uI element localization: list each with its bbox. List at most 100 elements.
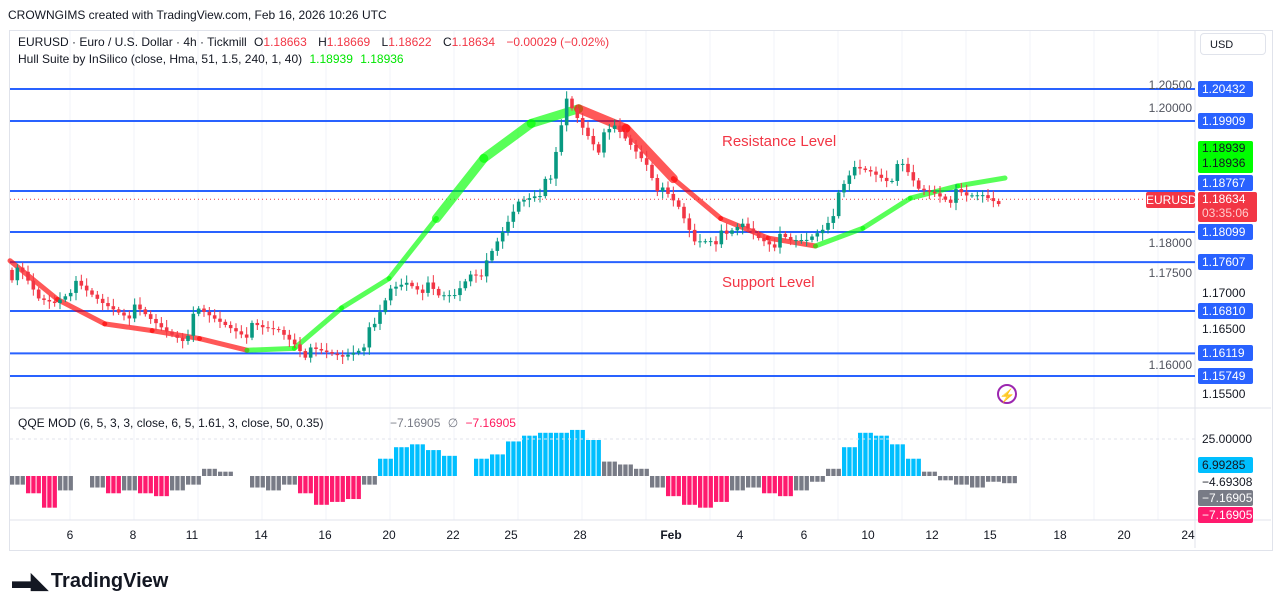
- qqe-bar: [122, 476, 127, 491]
- open-value: 1.18663: [263, 35, 307, 49]
- candle-body: [212, 315, 217, 319]
- hull-badge-value-2: 1.18936: [1202, 156, 1246, 170]
- qqe-bar: [42, 476, 47, 508]
- candle-body: [596, 144, 601, 153]
- candle-body: [84, 285, 89, 291]
- hull-segment: [244, 345, 297, 353]
- candle-body: [79, 280, 84, 286]
- candle-body: [836, 192, 841, 217]
- support-label: Support Level: [722, 274, 815, 291]
- symbol-legend[interactable]: EURUSD · Euro / U.S. Dollar · 4h · Tickm…: [18, 35, 613, 49]
- qqe-bar: [15, 476, 20, 485]
- qqe-bar: [495, 454, 500, 476]
- candle-body: [394, 286, 398, 289]
- candle-body: [714, 241, 718, 245]
- hull-legend[interactable]: Hull Suite by InSilico (close, Hma, 51, …: [18, 52, 408, 66]
- candle-body: [383, 300, 388, 313]
- candle-body: [644, 158, 649, 165]
- candle-body: [282, 329, 286, 335]
- candle-body: [772, 244, 777, 248]
- qqe-bar: [847, 447, 852, 476]
- price-axis-tick: 1.17500: [1148, 266, 1192, 280]
- qqe-bar: [868, 432, 873, 476]
- candle-body: [879, 174, 884, 178]
- level-price-badge: 1.19909: [1198, 113, 1253, 130]
- qqe-bar: [164, 476, 169, 497]
- qqe-bar: [522, 435, 527, 476]
- candle-body: [287, 334, 292, 340]
- qqe-bar: [228, 471, 233, 476]
- qqe-bar: [266, 476, 271, 491]
- candle-body: [602, 132, 606, 153]
- qqe-bar: [751, 476, 756, 488]
- qqe-bar: [911, 458, 916, 476]
- time-axis-tick: 11: [185, 528, 199, 542]
- qqe-legend[interactable]: QQE MOD (6, 5, 3, 3, close, 6, 5, 1.61, …: [18, 416, 327, 430]
- candle-body: [724, 230, 729, 234]
- qqe-bar: [740, 476, 745, 491]
- candle-body: [623, 132, 628, 139]
- qqe-bar: [292, 476, 297, 485]
- candle-body: [618, 125, 622, 133]
- open-label: O: [254, 35, 264, 49]
- qqe-bar: [170, 476, 175, 491]
- candle-body: [532, 196, 537, 199]
- qqe-bar: [970, 476, 975, 488]
- qqe-bar: [612, 461, 617, 476]
- candle-body: [511, 211, 516, 222]
- time-axis-tick: 4: [736, 528, 744, 542]
- lightning-alert-icon[interactable]: ⚡: [997, 384, 1017, 404]
- candle-body: [266, 327, 270, 329]
- time-axis-tick: 10: [861, 528, 875, 542]
- qqe-bar: [836, 468, 841, 476]
- qqe-bar: [687, 476, 692, 505]
- candle-body: [463, 281, 468, 289]
- level-price-badge: 1.16810: [1198, 302, 1253, 319]
- qqe-bar: [100, 476, 105, 488]
- qqe-bar: [735, 476, 740, 491]
- candle-body: [916, 180, 921, 189]
- candle-body: [708, 241, 713, 243]
- candle-body: [740, 223, 745, 228]
- qqe-bar: [474, 458, 479, 476]
- qqe-bar: [756, 476, 761, 488]
- qqe-bar: [1002, 476, 1007, 484]
- qqe-bar: [223, 471, 228, 476]
- candle-body: [863, 168, 868, 171]
- qqe-bar: [159, 476, 164, 497]
- qqe-bar: [330, 476, 335, 502]
- candle-body: [324, 350, 329, 353]
- qqe-bar: [271, 476, 276, 491]
- candle-body: [778, 233, 782, 248]
- qqe-bar: [927, 471, 932, 476]
- qqe-bar: [52, 476, 57, 508]
- candle-body: [906, 163, 910, 173]
- candle-body: [47, 299, 52, 302]
- qqe-bar: [591, 440, 596, 476]
- candle-body: [506, 221, 510, 232]
- currency-button[interactable]: USD: [1200, 33, 1266, 55]
- candle-body: [954, 189, 958, 203]
- candle-body: [442, 295, 446, 297]
- candle-body: [452, 295, 457, 297]
- qqe-bar: [660, 476, 665, 488]
- candle-body: [42, 298, 46, 300]
- qqe-bar: [618, 464, 623, 476]
- tradingview-logo[interactable]: ▬◣ TradingView: [12, 568, 168, 594]
- qqe-bar: [68, 476, 73, 491]
- qqe-bar: [186, 476, 191, 485]
- qqe-bar: [767, 476, 772, 494]
- candle-body: [479, 275, 484, 277]
- time-axis-tick: 22: [446, 528, 460, 542]
- candle-body: [292, 339, 297, 345]
- candle-body: [628, 138, 633, 145]
- qqe-title: QQE MOD (6, 5, 3, 3, close, 6, 5, 1.61, …: [18, 416, 324, 430]
- level-price-badge: 1.17607: [1198, 254, 1253, 271]
- hull-badge-value-1: 1.18939: [1202, 141, 1246, 155]
- price-axis-tick: 1.18000: [1148, 236, 1192, 250]
- qqe-bar: [506, 441, 511, 476]
- candle-body: [116, 309, 121, 313]
- candle-body: [468, 274, 473, 282]
- level-price-badge: 1.18099: [1198, 223, 1253, 240]
